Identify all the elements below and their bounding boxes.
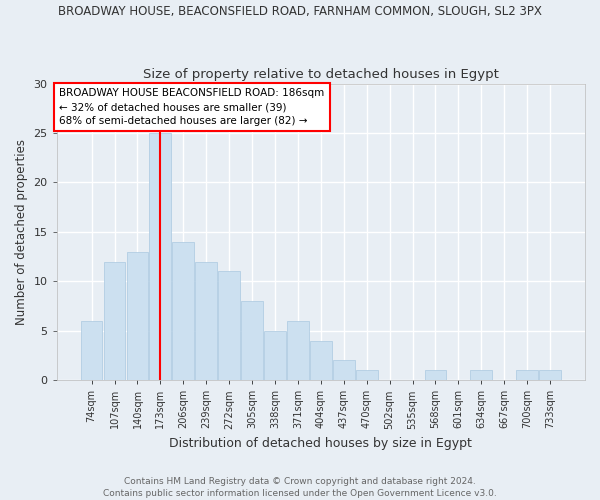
Bar: [333, 360, 355, 380]
Bar: [196, 262, 217, 380]
Bar: [310, 340, 332, 380]
Title: Size of property relative to detached houses in Egypt: Size of property relative to detached ho…: [143, 68, 499, 81]
Y-axis label: Number of detached properties: Number of detached properties: [15, 139, 28, 325]
Text: Contains HM Land Registry data © Crown copyright and database right 2024.
Contai: Contains HM Land Registry data © Crown c…: [103, 476, 497, 498]
Bar: [516, 370, 538, 380]
Bar: [241, 301, 263, 380]
Bar: [425, 370, 446, 380]
Text: BROADWAY HOUSE BEACONSFIELD ROAD: 186sqm
← 32% of detached houses are smaller (3: BROADWAY HOUSE BEACONSFIELD ROAD: 186sqm…: [59, 88, 325, 126]
Bar: [264, 330, 286, 380]
Text: BROADWAY HOUSE, BEACONSFIELD ROAD, FARNHAM COMMON, SLOUGH, SL2 3PX: BROADWAY HOUSE, BEACONSFIELD ROAD, FARNH…: [58, 5, 542, 18]
Bar: [218, 272, 240, 380]
Bar: [104, 262, 125, 380]
Bar: [539, 370, 561, 380]
Bar: [287, 321, 309, 380]
Bar: [356, 370, 377, 380]
Bar: [127, 252, 148, 380]
Bar: [81, 321, 103, 380]
X-axis label: Distribution of detached houses by size in Egypt: Distribution of detached houses by size …: [169, 437, 472, 450]
Bar: [149, 133, 171, 380]
Bar: [470, 370, 492, 380]
Bar: [172, 242, 194, 380]
